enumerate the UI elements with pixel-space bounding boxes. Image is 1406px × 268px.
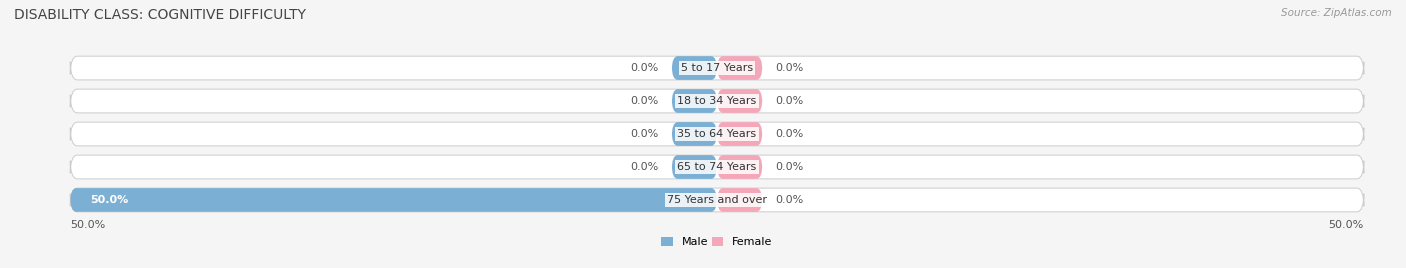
Text: 50.0%: 50.0% [70,220,105,230]
Text: 35 to 64 Years: 35 to 64 Years [678,129,756,139]
Text: 0.0%: 0.0% [631,96,659,106]
FancyBboxPatch shape [672,89,717,113]
FancyBboxPatch shape [70,155,1364,179]
FancyBboxPatch shape [70,188,717,212]
Text: DISABILITY CLASS: COGNITIVE DIFFICULTY: DISABILITY CLASS: COGNITIVE DIFFICULTY [14,8,307,22]
FancyBboxPatch shape [717,56,762,80]
FancyBboxPatch shape [717,89,762,113]
Text: 0.0%: 0.0% [775,162,803,172]
Text: 0.0%: 0.0% [631,162,659,172]
Text: 50.0%: 50.0% [1329,220,1364,230]
FancyBboxPatch shape [70,89,1364,113]
FancyBboxPatch shape [672,56,717,80]
FancyBboxPatch shape [672,155,717,179]
Text: 0.0%: 0.0% [775,129,803,139]
FancyBboxPatch shape [717,188,762,212]
FancyBboxPatch shape [70,56,1364,80]
Text: 0.0%: 0.0% [631,129,659,139]
FancyBboxPatch shape [70,188,1364,212]
Text: 0.0%: 0.0% [775,96,803,106]
Legend: Male, Female: Male, Female [657,233,778,252]
FancyBboxPatch shape [672,122,717,146]
Text: 75 Years and over: 75 Years and over [666,195,768,205]
Text: 5 to 17 Years: 5 to 17 Years [681,63,754,73]
FancyBboxPatch shape [717,155,762,179]
Text: 65 to 74 Years: 65 to 74 Years [678,162,756,172]
Text: 50.0%: 50.0% [90,195,128,205]
Text: 18 to 34 Years: 18 to 34 Years [678,96,756,106]
Text: 0.0%: 0.0% [631,63,659,73]
Text: Source: ZipAtlas.com: Source: ZipAtlas.com [1281,8,1392,18]
FancyBboxPatch shape [70,122,1364,146]
Text: 0.0%: 0.0% [775,195,803,205]
Text: 0.0%: 0.0% [775,63,803,73]
FancyBboxPatch shape [717,122,762,146]
